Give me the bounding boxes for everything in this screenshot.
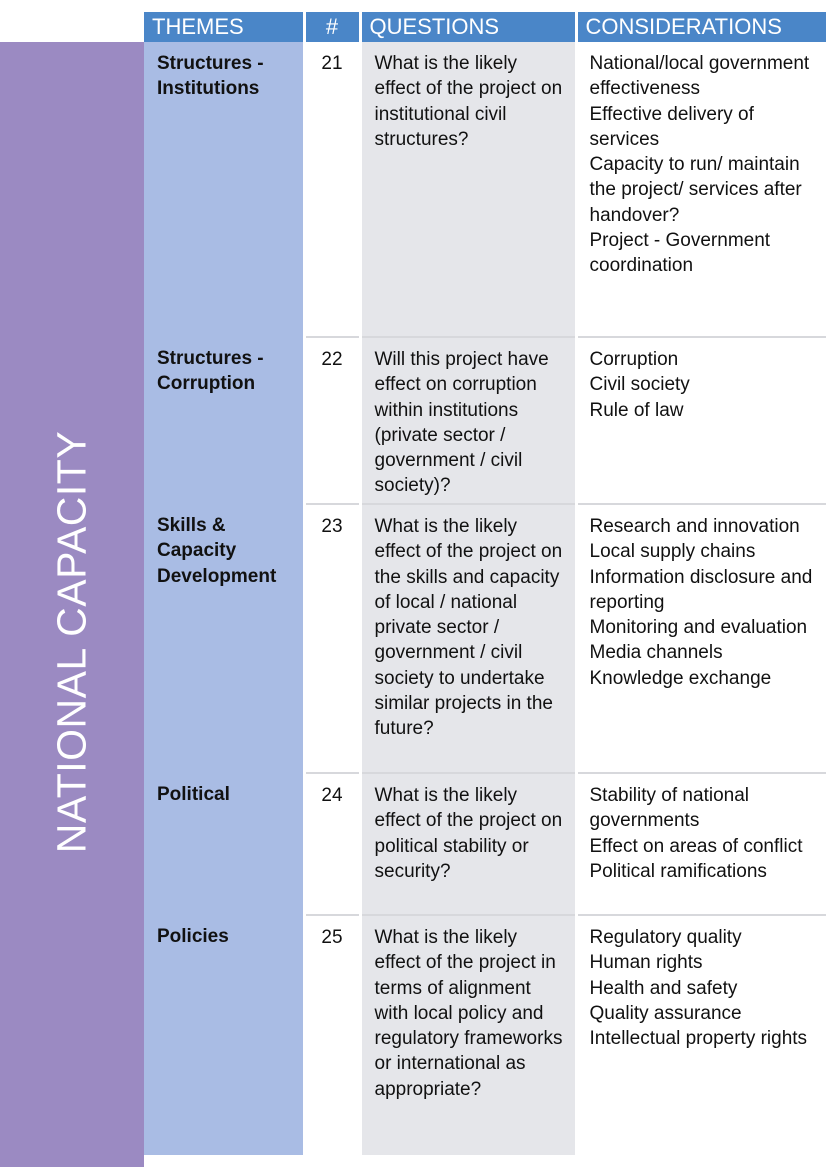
consideration-item: Project - Government coordination xyxy=(589,230,771,277)
consideration-item: Information disclosure and reporting xyxy=(589,566,813,613)
consideration-item: Corruption xyxy=(589,349,679,370)
consideration-item: Civil society xyxy=(589,374,690,396)
considerations-cell: National/local government effectiveness E… xyxy=(576,42,826,338)
number-cell: 25 xyxy=(304,915,362,1155)
consideration-item: Effective delivery of services xyxy=(589,103,754,150)
table-row: Structures - Corruption 22 Will this proje… xyxy=(144,337,826,505)
table-row: Political 24 What is the likely effect of … xyxy=(144,773,826,916)
number-cell: 23 xyxy=(304,504,362,774)
consideration-item: Human rights xyxy=(589,952,703,974)
question-cell: What is the likely effect of the project… xyxy=(360,773,578,916)
consideration-item: Local supply chains xyxy=(589,541,756,563)
header-questions: QUESTIONS xyxy=(360,12,578,42)
consideration-item: Political ramifications xyxy=(589,860,767,882)
considerations-cell: Stability of national governments Effect … xyxy=(576,773,826,916)
question-cell: What is the likely effect of the project… xyxy=(360,42,578,338)
consideration-item: Stability of national governments xyxy=(589,785,750,832)
theme-cell: Skills & Capacity Development xyxy=(144,504,306,773)
table-row: Policies 25 What is the likely effect of t… xyxy=(144,915,826,1155)
header-row: THEMES # QUESTIONS CONSIDERATIONS xyxy=(144,12,826,42)
consideration-item: Quality assurance xyxy=(589,1002,742,1024)
consideration-item: Capacity to run/ maintain the project/ s… xyxy=(589,154,802,226)
question-cell: Will this project have effect on corrupt… xyxy=(360,337,578,505)
consideration-item: Intellectual property rights xyxy=(589,1028,808,1050)
considerations-cell: Research and innovation Local supply chai… xyxy=(576,504,826,774)
header-themes: THEMES xyxy=(144,12,306,42)
consideration-item: Knowledge exchange xyxy=(589,667,772,689)
theme-cell: Structures - Corruption xyxy=(144,337,306,504)
number-cell: 22 xyxy=(304,337,362,505)
number-cell: 21 xyxy=(304,42,362,338)
section-label: NATIONAL CAPACITY xyxy=(48,430,95,854)
consideration-item: Regulatory quality xyxy=(589,927,742,948)
considerations-cell: Corruption Civil society Rule of law xyxy=(576,337,826,505)
header-number: # xyxy=(304,12,362,42)
considerations-cell: Regulatory quality Human rights Health and… xyxy=(576,915,826,1155)
consideration-item: Effect on areas of conflict xyxy=(589,835,803,857)
number-cell: 24 xyxy=(304,773,362,916)
consideration-item: Rule of law xyxy=(589,399,684,421)
theme-cell: Structures - Institutions xyxy=(144,42,306,337)
header-considerations: CONSIDERATIONS xyxy=(576,12,826,42)
theme-cell: Political xyxy=(144,773,306,915)
themes-table: THEMES # QUESTIONS CONSIDERATIONS Struct… xyxy=(144,12,826,1155)
side-band: NATIONAL CAPACITY xyxy=(0,42,144,1167)
question-cell: What is the likely effect of the project… xyxy=(360,915,578,1155)
consideration-item: Media channels xyxy=(589,642,723,664)
consideration-item: National/local government effectiveness xyxy=(589,53,810,100)
table-row: Structures - Institutions 21 What is the l… xyxy=(144,42,826,338)
table-row: Skills & Capacity Development 23 What is t… xyxy=(144,504,826,774)
consideration-item: Health and safety xyxy=(589,977,738,999)
question-cell: What is the likely effect of the project… xyxy=(360,504,578,774)
theme-cell: Policies xyxy=(144,915,306,1155)
consideration-item: Research and innovation xyxy=(589,516,800,537)
consideration-item: Monitoring and evaluation xyxy=(589,617,808,639)
